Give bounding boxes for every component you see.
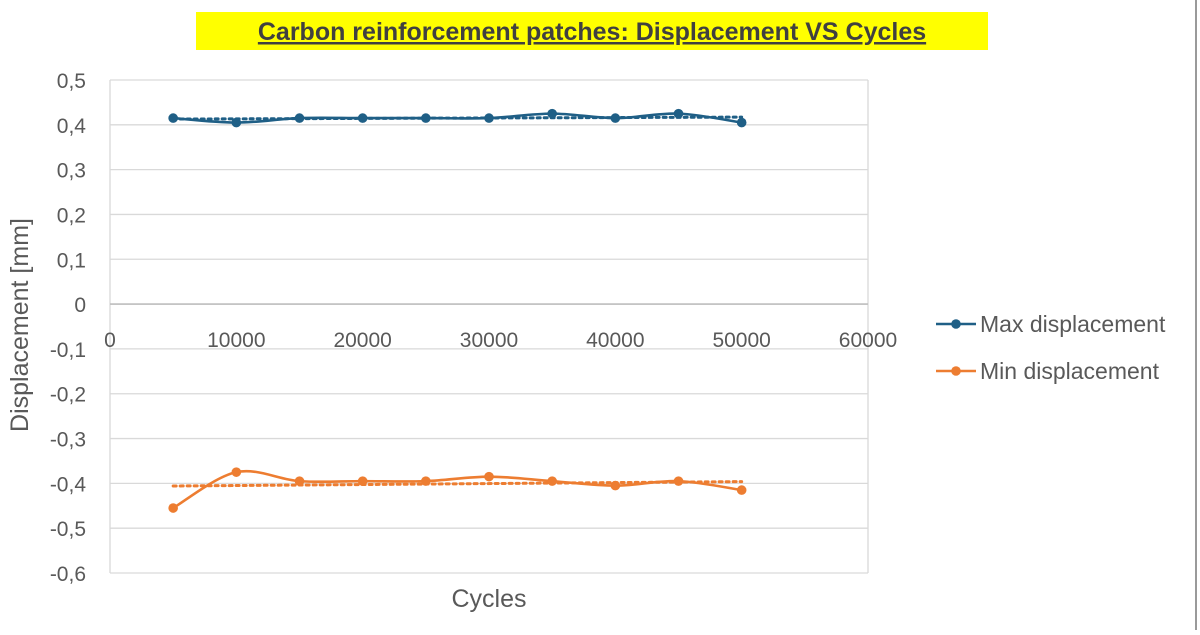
x-axis-title: Cycles [451,585,526,613]
y-tick-label: 0,5 [57,70,86,93]
y-tick-label: 0,3 [57,160,86,183]
data-point-max [610,113,621,123]
data-point-min [484,471,494,482]
x-tick-label: 20000 [333,329,391,352]
x-tick-label: 10000 [207,329,265,352]
data-point-min [231,467,242,477]
right-edge-line [1195,0,1197,630]
chart-title: Carbon reinforcement patches: Displaceme… [258,18,926,46]
legend-marker-max [951,319,961,329]
y-tick-label: -0,4 [50,473,87,496]
data-point-min [294,476,305,486]
legend: Max displacement Min displacement [936,311,1166,384]
plot-area: 0,5 0,4 0,3 0,2 0,1 0 -0,1 -0,2 -0,3 -0,4 -0,5 -0,6… [50,70,897,586]
y-tick-label: -0,2 [50,384,86,407]
data-point-max [357,113,368,123]
data-point-max [547,108,557,119]
data-point-min [357,476,368,486]
y-tick-label: -0,1 [50,339,86,362]
x-tick-label: 60000 [839,329,897,352]
legend-marker-min [951,366,961,376]
data-point-max [168,113,178,123]
data-point-max [736,117,747,128]
y-tick-label: 0 [74,294,86,317]
data-point-min [673,476,684,486]
data-point-max [421,113,431,123]
chart-title-highlight [196,12,988,50]
data-point-max [231,117,242,128]
x-tick-label: 50000 [712,329,770,352]
y-tick-label: 0,1 [57,249,86,272]
data-point-max [484,113,494,123]
data-point-max [673,108,684,119]
data-point-min [736,485,747,495]
x-tick-label: 30000 [460,329,518,352]
data-point-min [547,476,557,486]
trendline-min [171,480,744,488]
series-line-max [173,112,742,124]
y-tick-label: -0,6 [50,563,86,586]
x-tick-label: 0 [104,329,116,352]
y-tick-label: -0,5 [50,518,86,541]
y-axis-title: Displacement [mm] [6,218,34,432]
data-point-min [421,476,431,486]
x-tick-label: 40000 [586,329,644,352]
data-point-max [294,113,305,123]
data-point-min [610,480,621,491]
legend-label-max: Max displacement [980,311,1166,337]
data-point-min [168,503,178,513]
y-tick-label: 0,4 [57,115,87,138]
y-tick-label: -0,3 [50,429,86,452]
y-tick-label: 0,2 [57,204,86,227]
series-line-min [172,469,742,510]
legend-label-min: Min displacement [980,358,1160,384]
